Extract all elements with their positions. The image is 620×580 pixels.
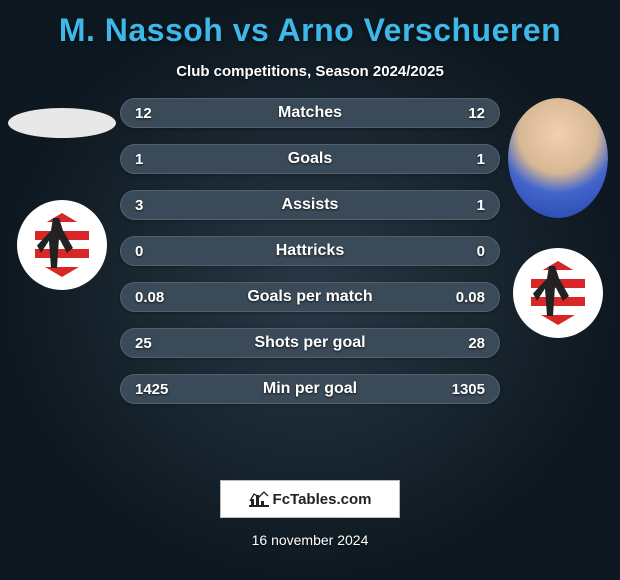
stat-left-value: 1425 <box>121 381 179 398</box>
stat-row: 25 Shots per goal 28 <box>120 328 500 358</box>
stat-label: Min per goal <box>179 380 441 398</box>
stats-list: 12 Matches 12 1 Goals 1 3 Assists 1 0 Ha… <box>118 98 502 404</box>
stat-right-value: 1305 <box>441 381 499 398</box>
stat-label: Shots per goal <box>179 334 441 352</box>
stat-left-value: 0.08 <box>121 289 179 306</box>
date-text: 16 november 2024 <box>252 532 369 548</box>
page-title: M. Nassoh vs Arno Verschueren <box>0 0 620 49</box>
stat-row: 12 Matches 12 <box>120 98 500 128</box>
left-column <box>0 98 118 290</box>
stat-right-value: 0 <box>441 243 499 260</box>
footer: FcTables.com 16 november 2024 <box>0 480 620 548</box>
stat-label: Matches <box>179 104 441 122</box>
stat-right-value: 0.08 <box>441 289 499 306</box>
brand-badge: FcTables.com <box>220 480 400 518</box>
stat-label: Goals per match <box>179 288 441 306</box>
stat-row: 1 Goals 1 <box>120 144 500 174</box>
stat-row: 0 Hattricks 0 <box>120 236 500 266</box>
club-logo-right <box>513 248 603 338</box>
chart-icon <box>249 491 269 507</box>
stat-left-value: 1 <box>121 151 179 168</box>
stat-left-value: 25 <box>121 335 179 352</box>
player-avatar-right <box>508 98 608 218</box>
club-logo-left <box>17 200 107 290</box>
right-column <box>502 98 620 338</box>
stat-label: Goals <box>179 150 441 168</box>
stat-left-value: 12 <box>121 105 179 122</box>
stat-right-value: 12 <box>441 105 499 122</box>
stat-label: Assists <box>179 196 441 214</box>
stat-row: 1425 Min per goal 1305 <box>120 374 500 404</box>
stat-right-value: 28 <box>441 335 499 352</box>
stat-right-value: 1 <box>441 197 499 214</box>
subtitle: Club competitions, Season 2024/2025 <box>0 63 620 80</box>
stat-row: 3 Assists 1 <box>120 190 500 220</box>
stat-label: Hattricks <box>179 242 441 260</box>
stat-row: 0.08 Goals per match 0.08 <box>120 282 500 312</box>
player-avatar-left <box>8 108 116 138</box>
comparison-panel: 12 Matches 12 1 Goals 1 3 Assists 1 0 Ha… <box>0 98 620 404</box>
brand-text: FcTables.com <box>273 491 372 508</box>
stat-left-value: 3 <box>121 197 179 214</box>
stat-left-value: 0 <box>121 243 179 260</box>
stat-right-value: 1 <box>441 151 499 168</box>
